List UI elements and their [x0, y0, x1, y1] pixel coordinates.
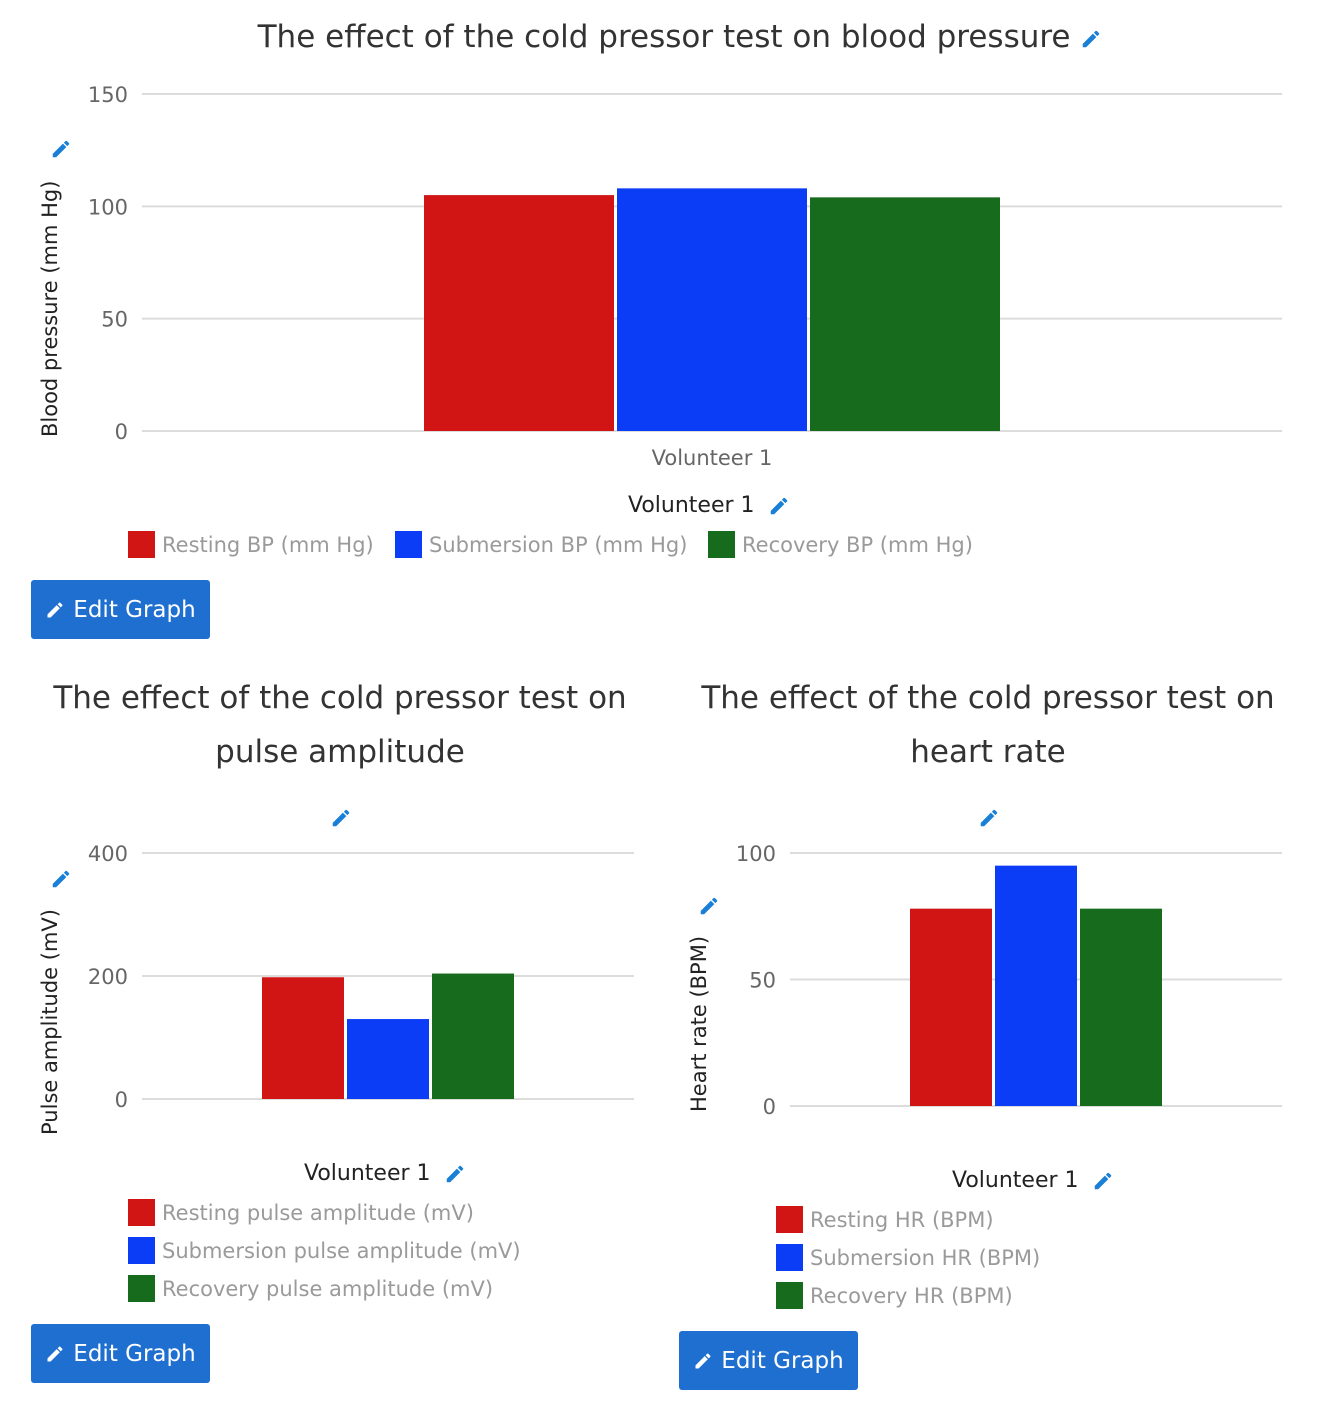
legend-item-submersion[interactable]: Submersion BP (mm Hg) [395, 531, 687, 558]
bar-submersion [347, 1019, 429, 1099]
bar-resting [910, 908, 992, 1106]
chart-title-text: The effect of the cold pressor test on p… [53, 680, 627, 770]
legend-label: Recovery HR (BPM) [810, 1283, 1013, 1308]
y-tick-label: 50 [749, 969, 776, 993]
bar-submersion [617, 188, 807, 431]
y-tick-label: 150 [88, 83, 128, 107]
legend-item-resting[interactable]: Resting BP (mm Hg) [128, 531, 374, 558]
legend-item-resting[interactable]: Resting pulse amplitude (mV) [128, 1199, 474, 1226]
legend-label: Submersion pulse amplitude (mV) [162, 1238, 521, 1263]
legend-swatch [128, 1199, 155, 1226]
y-tick-label: 100 [88, 195, 128, 219]
legend-swatch [128, 531, 155, 558]
pencil-icon[interactable] [978, 807, 1000, 829]
bar-recovery [810, 197, 1000, 431]
edit-graph-button[interactable]: Edit Graph [31, 1324, 210, 1383]
bar-submersion [995, 865, 1077, 1106]
bar-resting [424, 195, 614, 431]
chart-title: The effect of the cold pressor test on p… [30, 671, 650, 779]
y-axis-title-text: Pulse amplitude (mV) [38, 909, 62, 1135]
y-tick-label: 0 [115, 1088, 128, 1112]
chart-heart-rate: The effect of the cold pressor test on h… [671, 0, 1342, 1407]
pencil-icon[interactable] [698, 895, 720, 917]
chart-title-text: The effect of the cold pressor test on b… [257, 19, 1071, 55]
bar-resting [262, 977, 344, 1099]
legend-label: Resting pulse amplitude (mV) [162, 1200, 474, 1225]
y-axis-title: Pulse amplitude (mV) [38, 909, 62, 1135]
y-tick-label: 400 [88, 842, 128, 866]
pencil-icon[interactable] [444, 1163, 466, 1185]
x-axis-title-text: Volunteer 1 [304, 1161, 431, 1186]
x-axis-title-text: Volunteer 1 [628, 493, 755, 518]
legend-swatch [128, 1237, 155, 1264]
y-tick-label: 50 [101, 308, 128, 332]
bar-recovery [432, 973, 514, 1099]
legend-swatch [395, 531, 422, 558]
legend-item-resting[interactable]: Resting HR (BPM) [776, 1206, 994, 1233]
chart-blood-pressure: The effect of the cold pressor test on b… [0, 0, 1342, 650]
chart-title: The effect of the cold pressor test on b… [140, 10, 1220, 64]
edit-graph-label: Edit Graph [721, 1347, 844, 1374]
bar-chart-plot: 0 50 100 150 Volunteer 1 [88, 83, 1282, 470]
chart-title-text: The effect of the cold pressor test on h… [701, 680, 1275, 770]
edit-graph-button[interactable]: Edit Graph [31, 580, 210, 639]
legend-label: Submersion BP (mm Hg) [429, 532, 688, 557]
legend-swatch [776, 1206, 803, 1233]
legend-item-submersion[interactable]: Submersion pulse amplitude (mV) [128, 1237, 521, 1264]
pencil-icon[interactable] [50, 138, 72, 160]
legend-label: Recovery BP (mm Hg) [742, 532, 973, 557]
legend-swatch [776, 1282, 803, 1309]
pencil-icon[interactable] [50, 868, 72, 890]
y-tick-label: 200 [88, 965, 128, 989]
legend-item-recovery[interactable]: Recovery BP (mm Hg) [708, 531, 973, 558]
y-axis-title: Heart rate (BPM) [687, 936, 711, 1112]
legend-swatch [708, 531, 735, 558]
bar-recovery [1080, 908, 1162, 1106]
pencil-icon[interactable] [768, 495, 790, 517]
y-axis-title-text: Heart rate (BPM) [687, 935, 711, 1112]
legend-item-recovery[interactable]: Recovery pulse amplitude (mV) [128, 1275, 493, 1302]
x-axis-title: Volunteer 1 [952, 1168, 1114, 1193]
pencil-icon [45, 1344, 65, 1364]
x-axis-title-text: Volunteer 1 [952, 1168, 1079, 1193]
x-axis-title: Volunteer 1 [304, 1161, 466, 1186]
y-tick-label: 0 [763, 1095, 776, 1119]
edit-graph-button[interactable]: Edit Graph [679, 1331, 858, 1390]
bar-chart-plot: 0 50 100 [736, 842, 1282, 1119]
chart-pulse-amplitude: The effect of the cold pressor test on p… [30, 671, 650, 1383]
legend-item-recovery[interactable]: Recovery HR (BPM) [776, 1282, 1013, 1309]
x-axis-title: Volunteer 1 [628, 493, 790, 518]
legend-item-submersion[interactable]: Submersion HR (BPM) [776, 1244, 1040, 1271]
x-tick-label: Volunteer 1 [652, 446, 773, 470]
y-tick-label: 100 [736, 842, 776, 866]
pencil-icon[interactable] [1080, 28, 1102, 50]
edit-graph-label: Edit Graph [73, 596, 196, 623]
legend-label: Recovery pulse amplitude (mV) [162, 1276, 494, 1301]
bar-chart-plot: 0 200 400 [88, 842, 634, 1112]
legend-label: Resting BP (mm Hg) [162, 532, 374, 557]
legend-swatch [128, 1275, 155, 1302]
legend-swatch [776, 1244, 803, 1271]
pencil-icon[interactable] [330, 807, 352, 829]
edit-graph-label: Edit Graph [73, 1340, 196, 1367]
legend-label: Resting HR (BPM) [810, 1207, 994, 1232]
pencil-icon [693, 1351, 713, 1371]
legend-label: Submersion HR (BPM) [810, 1245, 1041, 1270]
chart-title: The effect of the cold pressor test on h… [693, 671, 1283, 779]
y-tick-label: 0 [115, 420, 128, 444]
pencil-icon [45, 600, 65, 620]
pencil-icon[interactable] [1092, 1170, 1114, 1192]
